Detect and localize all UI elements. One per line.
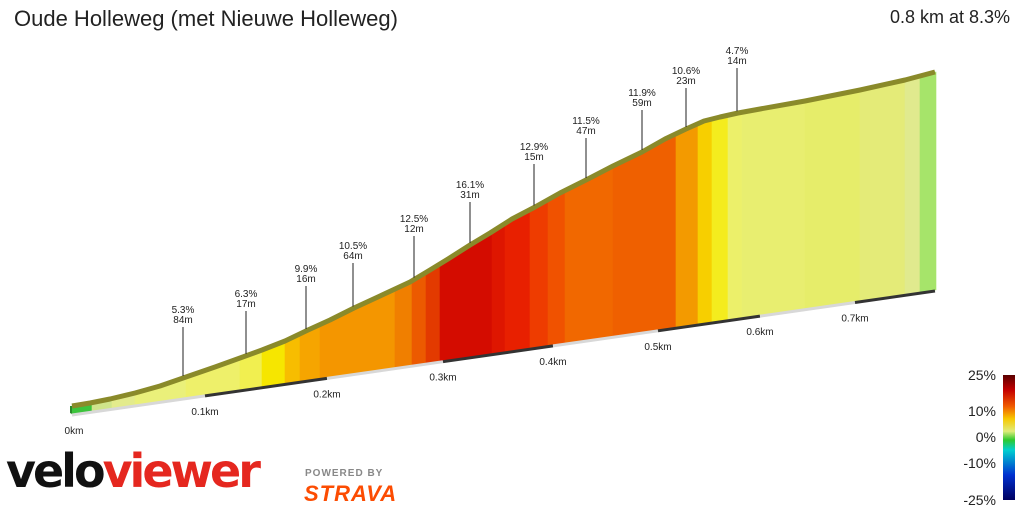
logo-viewer: viewer	[102, 444, 261, 498]
distance-stripe	[442, 344, 554, 364]
distance-tick-label: 0.2km	[313, 389, 340, 400]
gradient-band	[919, 71, 937, 293]
scale-label: -10%	[963, 455, 996, 471]
distance-ticks: 0km 0.1km 0.2km 0.3km 0.4km 0.5km 0.6km 0.7km	[65, 313, 869, 437]
gradient-band	[804, 89, 861, 310]
distance-tick-label: 0.7km	[841, 313, 868, 324]
distance-tick-label: 0.4km	[539, 357, 566, 368]
strava-logo: STRAVA	[304, 481, 398, 506]
distance-baseline	[71, 289, 936, 417]
segment-length-label: 16m	[296, 274, 315, 285]
scale-label: 25%	[968, 367, 996, 383]
distance-stripe	[552, 329, 659, 348]
segment-labels: 5.3%84m 6.3%17m 9.9%16m 10.5%64m 12.5%12m 16.…	[172, 46, 749, 377]
gradient-band	[319, 288, 396, 379]
powered-by-label: POWERED BY	[305, 468, 384, 479]
profile-top-edge	[71, 69, 936, 409]
segment-length-label: 47m	[576, 126, 595, 137]
segment-length-label: 84m	[173, 315, 192, 326]
segment-length-label: 31m	[460, 190, 479, 201]
segment-length-label: 14m	[727, 56, 746, 67]
distance-stripe	[204, 376, 328, 398]
gradient-band	[904, 75, 921, 295]
distance-stripe	[71, 394, 206, 417]
segment-gradient-label: 4.7%	[726, 46, 749, 57]
segment-gradient-label: 6.3%	[235, 289, 258, 300]
climb-stats: 0.8 km at 8.3%	[889, 7, 1010, 27]
segment-gradient-label: 9.9%	[295, 264, 318, 275]
segment-length-label: 64m	[343, 251, 362, 262]
distance-stripe	[657, 314, 761, 333]
segment-gradient-label: 10.6%	[672, 66, 700, 77]
logo-velo: velo	[6, 444, 106, 498]
segment-gradient-label: 11.5%	[572, 116, 600, 127]
distance-tick-label: 0.5km	[644, 342, 671, 353]
gradient-band	[529, 199, 549, 349]
segment-length-label: 23m	[676, 76, 695, 87]
distance-stripe	[759, 301, 856, 318]
veloviewer-logo: veloviewer	[6, 448, 261, 494]
gradient-color-scale: 25% 10% 0% -10% -25%	[963, 367, 1015, 508]
gradient-band	[675, 123, 699, 328]
gradient-band	[859, 79, 906, 302]
scale-label: 0%	[976, 429, 996, 445]
gradient-band	[491, 222, 506, 354]
segment-gradient-label: 12.9%	[520, 142, 548, 153]
gradient-band	[727, 111, 743, 321]
gradient-band	[504, 209, 531, 353]
gradient-band	[411, 271, 427, 366]
distance-tick-label: 0km	[65, 426, 84, 437]
segment-gradient-label: 11.9%	[628, 88, 656, 99]
profile-side-face	[70, 406, 72, 414]
gradient-band	[711, 114, 729, 323]
gradient-bands	[70, 71, 937, 415]
page-title: Oude Holleweg (met Nieuwe Holleweg)	[14, 6, 398, 31]
gradient-band	[439, 231, 493, 362]
gradient-band	[564, 165, 614, 344]
segment-gradient-label: 12.5%	[400, 214, 428, 225]
distance-tick-label: 0.1km	[191, 407, 218, 418]
gradient-band	[425, 263, 441, 364]
segment-gradient-label: 5.3%	[172, 305, 195, 316]
gradient-band	[394, 280, 413, 368]
scale-label: -25%	[963, 492, 996, 508]
segment-length-label: 17m	[236, 299, 255, 310]
distance-stripe	[326, 360, 444, 380]
segment-length-label: 12m	[404, 224, 423, 235]
distance-stripe	[854, 289, 936, 304]
gradient-band	[697, 118, 713, 325]
scale-label: 10%	[968, 403, 996, 419]
color-scale-bar	[1003, 375, 1015, 500]
segment-gradient-label: 10.5%	[339, 241, 367, 252]
gradient-band	[741, 100, 806, 319]
segment-gradient-label: 16.1%	[456, 180, 484, 191]
segment-length-label: 59m	[632, 98, 651, 109]
gradient-band	[547, 190, 566, 346]
distance-tick-label: 0.6km	[746, 327, 773, 338]
segment-length-label: 15m	[524, 152, 543, 163]
distance-tick-label: 0.3km	[429, 373, 456, 384]
